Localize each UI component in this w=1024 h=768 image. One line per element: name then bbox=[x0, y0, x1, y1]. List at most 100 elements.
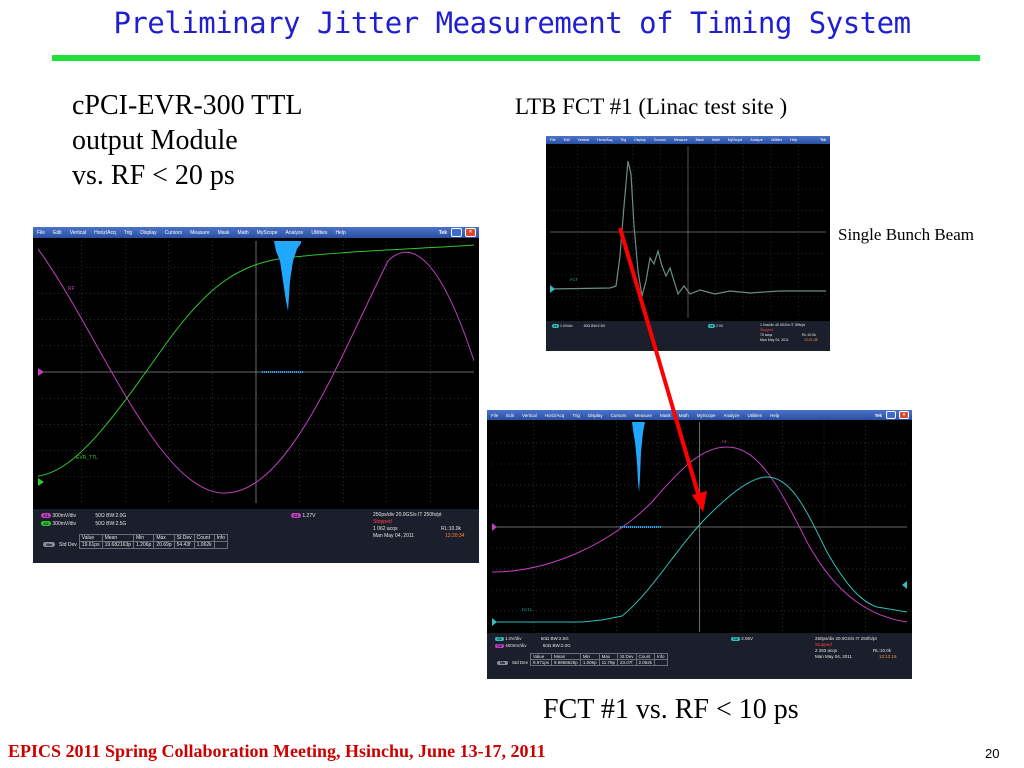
menu-item-help[interactable]: Help bbox=[770, 412, 780, 418]
rf-trace-label: RF bbox=[722, 439, 728, 444]
channel-1-readout[interactable]: C1 1.0V/div 50Ω BW:2.5G bbox=[552, 324, 606, 328]
menu-item-trig[interactable]: Trig bbox=[572, 412, 580, 418]
acquisition-time: 13:12:16 bbox=[879, 654, 897, 659]
timebase-readout[interactable]: 250ps/div 20.0GS/s IT 250fs/pt bbox=[815, 636, 877, 641]
ch1-ground-marker bbox=[38, 368, 44, 376]
menu-item-utilities[interactable]: Utilities bbox=[747, 412, 763, 418]
measurement-table: Value Mean Min Max St Dev Count Info Ma … bbox=[41, 534, 228, 549]
trigger-readout[interactable]: C1 1.27V bbox=[291, 513, 315, 519]
menu-item-measure[interactable]: Measure bbox=[190, 229, 210, 236]
acquisition-status: Stopped bbox=[815, 642, 832, 647]
menu-item-edit[interactable]: Edit bbox=[563, 138, 570, 142]
slide-title: Preliminary Jitter Measurement of Timing… bbox=[113, 6, 911, 40]
measurement-row[interactable]: Ma Std Dev 9.971ps 9.9868625p 1.006p 11.… bbox=[495, 659, 668, 666]
menu-item-display[interactable]: Display bbox=[587, 412, 603, 418]
trigger-readout[interactable]: C2 2.0V bbox=[708, 324, 724, 328]
menu-item-vertical[interactable]: Vertical bbox=[522, 412, 537, 418]
menu-item-measure[interactable]: Measure bbox=[673, 138, 688, 142]
acquisition-count: 2 283 acqs bbox=[815, 648, 838, 653]
menu-item-cursors[interactable]: Cursors bbox=[610, 412, 627, 418]
channel-1-readout[interactable]: C1 1.0V/div 50Ω BW:2.5G bbox=[495, 636, 569, 641]
scope-menubar: File Edit Vertical Horiz/Acq Trig Displa… bbox=[33, 227, 479, 238]
menu-item-vertical[interactable]: Vertical bbox=[577, 138, 590, 142]
menu-item-mask[interactable]: Mask bbox=[659, 412, 671, 418]
scope-status-panel: C1 1.0V/div 50Ω BW:2.5G C2 2.0V 1.0ns/di… bbox=[546, 321, 830, 351]
close-button[interactable]: × bbox=[465, 228, 476, 237]
menu-item-mask[interactable]: Mask bbox=[217, 229, 230, 236]
rf-trace bbox=[492, 446, 907, 623]
menu-item-display[interactable]: Display bbox=[634, 138, 646, 142]
menu-item-horiz-acq[interactable]: Horiz/Acq bbox=[597, 138, 613, 142]
menu-item-myscope[interactable]: MyScope bbox=[696, 412, 716, 418]
channel-2-readout[interactable]: C2 400mV/div 50Ω BW:2.0G bbox=[495, 643, 571, 648]
bottom-caption: FCT #1 vs. RF < 10 ps bbox=[543, 694, 799, 725]
close-button[interactable]: × bbox=[899, 411, 909, 419]
menu-item-math[interactable]: Math bbox=[678, 412, 689, 418]
menu-item-trig[interactable]: Trig bbox=[123, 229, 133, 236]
scope-status-panel: C1 300mV/div 50Ω BW:2.0G C2 300mV/div 50… bbox=[33, 509, 479, 563]
menu-item-math[interactable]: Math bbox=[711, 138, 720, 142]
scope-status-panel: C1 1.0V/div 50Ω BW:2.5G C2 400mV/div 50Ω… bbox=[487, 633, 912, 679]
menu-item-analyze[interactable]: Analyze bbox=[750, 138, 763, 142]
scope-screenshot-top-right: File Edit Vertical Horiz/Acq Trig Displa… bbox=[546, 136, 830, 351]
rf-trace bbox=[38, 248, 474, 494]
menu-item-cursors[interactable]: Cursors bbox=[653, 138, 666, 142]
channel-1-readout[interactable]: C1 300mV/div 50Ω BW:2.0G bbox=[41, 513, 126, 519]
scope-menubar: File Edit Vertical Horiz/Acq Trig Displa… bbox=[546, 136, 830, 144]
acquisition-status: Stopped bbox=[760, 328, 774, 332]
menu-item-myscope[interactable]: MyScope bbox=[727, 138, 743, 142]
left-caption: cPCI-EVR-300 TTL output Module vs. RF < … bbox=[72, 88, 402, 193]
waveform-display: FCT bbox=[550, 146, 826, 318]
measurement-table: Value Mean Min Max St Dev Count Info Ma … bbox=[495, 653, 668, 666]
scope-menubar: File Edit Vertical Horiz/Acq Trig Displa… bbox=[487, 410, 912, 420]
record-length: RL:10.0k bbox=[873, 648, 892, 653]
menu-item-file[interactable]: File bbox=[37, 229, 46, 236]
menu-item-file[interactable]: File bbox=[550, 138, 556, 142]
menu-item-analyze[interactable]: Analyze bbox=[723, 412, 740, 418]
ch1-ground-marker bbox=[492, 523, 497, 531]
menu-item-edit[interactable]: Edit bbox=[506, 412, 515, 418]
acquisition-time: 12:01:08 bbox=[804, 338, 818, 342]
menu-item-horiz-acq[interactable]: Horiz/Acq bbox=[94, 229, 116, 236]
waveform-svg bbox=[550, 146, 826, 318]
timebase-readout[interactable]: 1.0ns/div 40.0GS/s IT 25fs/pt bbox=[760, 323, 806, 327]
menu-item-vertical[interactable]: Vertical bbox=[69, 229, 87, 236]
menu-item-analyze[interactable]: Analyze bbox=[285, 229, 304, 236]
ttl-trace-label: EVR_TTL bbox=[76, 455, 98, 461]
waveform-svg bbox=[492, 422, 907, 632]
menu-item-cursors[interactable]: Cursors bbox=[164, 229, 183, 236]
ttl-trace bbox=[38, 244, 474, 477]
record-length: RL:10.0k bbox=[441, 526, 462, 532]
menu-item-edit[interactable]: Edit bbox=[53, 229, 62, 236]
measurement-row[interactable]: Ma Std Dev 19.61ps 19.682163p 1.206p 20.… bbox=[41, 541, 228, 549]
minimize-button[interactable] bbox=[886, 411, 896, 419]
acquisition-time: 13:20:34 bbox=[445, 533, 465, 539]
menu-item-myscope[interactable]: MyScope bbox=[256, 229, 278, 236]
acquisition-date: Man May 04, 2011 bbox=[815, 654, 852, 659]
menu-item-display[interactable]: Display bbox=[140, 229, 157, 236]
page-number: 20 bbox=[985, 746, 1000, 761]
timebase-readout[interactable]: 250ps/div 20.0GS/s IT 250fs/pt bbox=[373, 512, 442, 518]
tek-logo: Tek bbox=[820, 138, 826, 142]
menu-item-mask[interactable]: Mask bbox=[695, 138, 704, 142]
menu-item-utilities[interactable]: Utilities bbox=[770, 138, 783, 142]
menu-item-measure[interactable]: Measure bbox=[634, 412, 652, 418]
channel-2-readout[interactable]: C2 300mV/div 50Ω BW:2.5G bbox=[41, 521, 126, 527]
menu-item-trig[interactable]: Trig bbox=[620, 138, 627, 142]
menu-item-horiz-acq[interactable]: Horiz/Acq bbox=[544, 412, 565, 418]
minimize-button[interactable] bbox=[451, 228, 462, 237]
scope-screenshot-left: File Edit Vertical Horiz/Acq Trig Displa… bbox=[33, 227, 479, 563]
acquisition-count: 75 acqs bbox=[760, 333, 773, 337]
ch2-ground-marker bbox=[492, 618, 497, 626]
left-caption-line-2: output Module bbox=[72, 125, 238, 156]
trigger-readout[interactable]: C2 2.06V bbox=[731, 636, 753, 641]
menu-item-help[interactable]: Help bbox=[335, 229, 346, 236]
menu-item-help[interactable]: Help bbox=[790, 138, 798, 142]
menu-item-utilities[interactable]: Utilities bbox=[311, 229, 328, 236]
single-bunch-beam-label: Single Bunch Beam bbox=[838, 225, 974, 244]
acquisition-status: Stopped bbox=[373, 519, 392, 525]
fct-trace bbox=[492, 476, 907, 623]
menu-item-file[interactable]: File bbox=[491, 412, 499, 418]
menu-item-math[interactable]: Math bbox=[237, 229, 249, 236]
ch2-ground-marker bbox=[38, 478, 44, 486]
